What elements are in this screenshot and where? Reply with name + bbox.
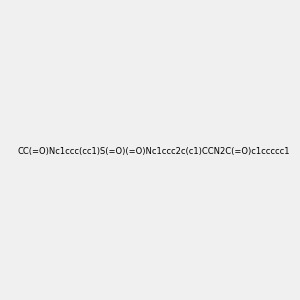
Text: CC(=O)Nc1ccc(cc1)S(=O)(=O)Nc1ccc2c(c1)CCN2C(=O)c1ccccc1: CC(=O)Nc1ccc(cc1)S(=O)(=O)Nc1ccc2c(c1)CC… — [17, 147, 290, 156]
